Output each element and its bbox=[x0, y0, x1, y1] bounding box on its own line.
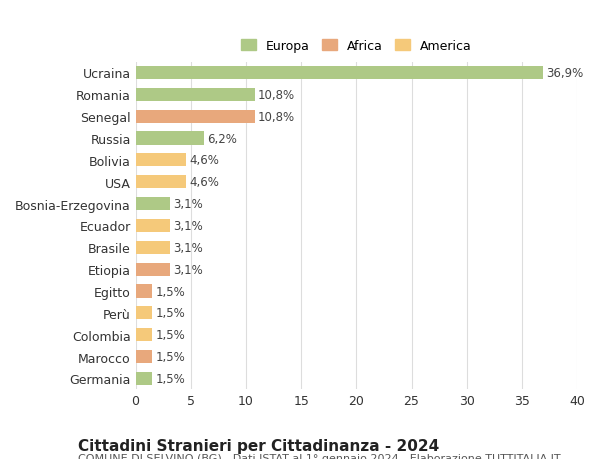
Bar bbox=[136, 350, 152, 364]
Bar bbox=[136, 154, 187, 167]
Text: 1,5%: 1,5% bbox=[155, 350, 185, 363]
Text: 1,5%: 1,5% bbox=[155, 307, 185, 319]
Text: 36,9%: 36,9% bbox=[546, 67, 583, 80]
Bar bbox=[136, 67, 543, 80]
Text: 3,1%: 3,1% bbox=[173, 219, 203, 232]
Text: 10,8%: 10,8% bbox=[258, 111, 295, 123]
Text: 3,1%: 3,1% bbox=[173, 263, 203, 276]
Bar bbox=[136, 198, 170, 211]
Bar bbox=[136, 307, 152, 320]
Bar bbox=[136, 111, 255, 123]
Bar bbox=[136, 263, 170, 276]
Text: 3,1%: 3,1% bbox=[173, 198, 203, 211]
Bar bbox=[136, 219, 170, 233]
Bar bbox=[136, 89, 255, 102]
Bar bbox=[136, 132, 204, 146]
Text: 3,1%: 3,1% bbox=[173, 241, 203, 254]
Text: 6,2%: 6,2% bbox=[208, 132, 237, 145]
Bar bbox=[136, 285, 152, 298]
Text: Cittadini Stranieri per Cittadinanza - 2024: Cittadini Stranieri per Cittadinanza - 2… bbox=[78, 438, 439, 453]
Text: 4,6%: 4,6% bbox=[190, 154, 220, 167]
Legend: Europa, Africa, America: Europa, Africa, America bbox=[237, 36, 476, 56]
Bar bbox=[136, 176, 187, 189]
Bar bbox=[136, 241, 170, 254]
Text: 4,6%: 4,6% bbox=[190, 176, 220, 189]
Bar bbox=[136, 329, 152, 341]
Bar bbox=[136, 372, 152, 385]
Text: 1,5%: 1,5% bbox=[155, 372, 185, 385]
Text: 1,5%: 1,5% bbox=[155, 285, 185, 298]
Text: 10,8%: 10,8% bbox=[258, 89, 295, 101]
Text: 1,5%: 1,5% bbox=[155, 329, 185, 341]
Text: COMUNE DI SELVINO (BG) - Dati ISTAT al 1° gennaio 2024 - Elaborazione TUTTITALIA: COMUNE DI SELVINO (BG) - Dati ISTAT al 1… bbox=[78, 453, 560, 459]
